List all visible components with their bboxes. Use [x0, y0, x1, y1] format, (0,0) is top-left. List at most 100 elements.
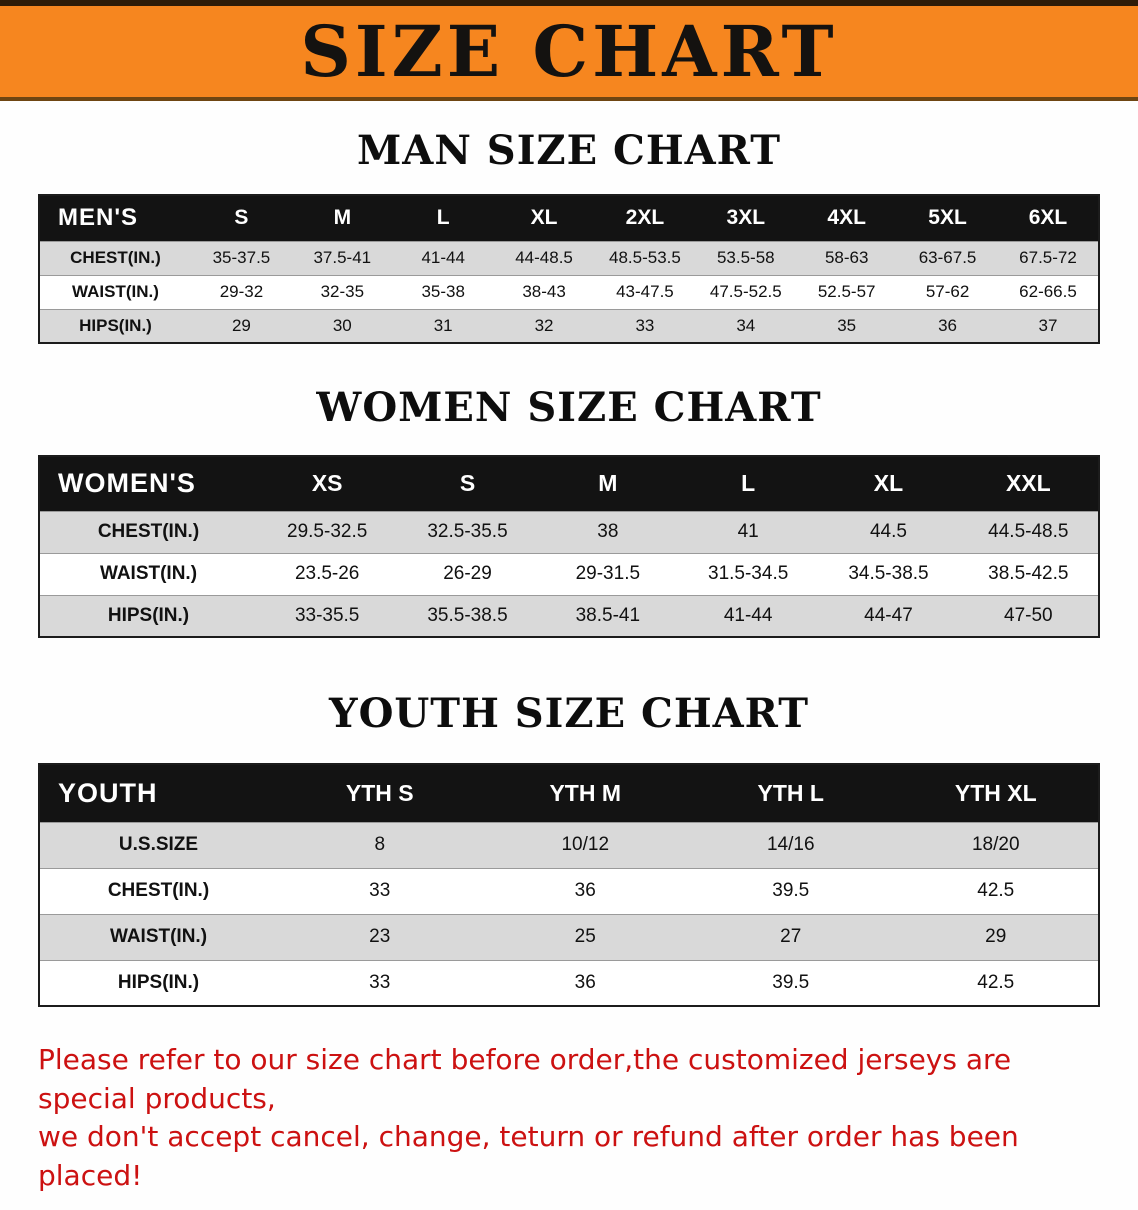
size-value-cell: 41 — [737, 521, 759, 542]
table-corner-label: MEN'S — [39, 195, 191, 241]
size-value-cell: 52.5-57 — [817, 282, 876, 301]
size-value-cell: 30 — [332, 315, 352, 335]
size-value-cell: 38.5-42.5 — [988, 563, 1069, 584]
size-value-cell: 27 — [780, 926, 802, 947]
size-column-header: YTH L — [688, 764, 894, 822]
table-row: WAIST(IN.) 29-32 32-35 35-38 38-43 43-47.5 47.… — [39, 275, 1099, 309]
header-row: WOMEN'S XS S M L XL XXL — [39, 456, 1099, 511]
banner: SIZE CHART — [0, 0, 1138, 101]
size-value-cell: 41-44 — [421, 248, 465, 267]
size-value-cell: 33-35.5 — [294, 604, 360, 626]
youth-section-heading: YOUTH SIZE CHART — [329, 690, 809, 737]
measurement-label: CHEST(IN.) — [70, 248, 161, 267]
size-value-cell: 34.5-38.5 — [848, 563, 929, 584]
measurement-label: U.S.SIZE — [118, 834, 199, 855]
size-value-cell: 44.5-48.5 — [988, 521, 1069, 542]
size-column-header: M — [291, 195, 393, 241]
size-value-cell: 31.5-34.5 — [708, 563, 789, 584]
size-column-header: YTH M — [482, 764, 688, 822]
size-value-cell: 36 — [574, 971, 596, 993]
women-section-heading: WOMEN SIZE CHART — [316, 384, 822, 431]
size-value-cell: 14/16 — [766, 834, 815, 855]
size-value-cell: 35 — [837, 315, 857, 335]
size-value-cell: 35-38 — [421, 282, 465, 301]
youth-size-table: YOUTH YTH S YTH M YTH L YTH XL U.S.SIZE 8 10/12… — [38, 763, 1100, 1007]
table-row: U.S.SIZE 8 10/12 14/16 18/20 — [39, 822, 1099, 868]
table-row: HIPS(IN.) 29 30 31 32 33 34 35 36 37 — [39, 309, 1099, 343]
measurement-label: CHEST(IN.) — [107, 880, 210, 901]
size-value-cell: 42.5 — [977, 880, 1015, 901]
measurement-label: WAIST(IN.) — [72, 282, 159, 301]
size-value-cell: 43-47.5 — [616, 282, 674, 301]
size-column-header: XXL — [958, 456, 1099, 511]
table-row: WAIST(IN.) 23.5-26 26-29 29-31.5 31.5-34.5 34… — [39, 553, 1099, 595]
table-row: CHEST(IN.) 35-37.5 37.5-41 41-44 44-48.5 48.5… — [39, 241, 1099, 275]
size-value-cell: 32 — [534, 315, 554, 335]
size-value-cell: 23 — [369, 926, 391, 947]
men-size-section: MAN SIZE CHART MEN'S S M L XL 2XL 3XL 4XL 5XL 6XL… — [0, 127, 1138, 344]
size-value-cell: 37.5-41 — [313, 248, 372, 267]
size-value-cell: 18/20 — [971, 834, 1020, 855]
size-value-cell: 29 — [985, 926, 1007, 947]
size-value-cell: 48.5-53.5 — [609, 248, 681, 267]
measurement-label: CHEST(IN.) — [97, 521, 200, 542]
size-value-cell: 39.5 — [772, 880, 810, 901]
size-value-cell: 32-35 — [320, 282, 365, 301]
youth-size-section: YOUTH SIZE CHART YOUTH YTH S YTH M YTH L YTH… — [0, 690, 1138, 1007]
size-value-cell: 29.5-32.5 — [287, 521, 368, 542]
table-row: CHEST(IN.) 29.5-32.5 32.5-35.5 38 41 44.5 44.5… — [39, 511, 1099, 553]
size-value-cell: 44-47 — [864, 604, 913, 626]
measurement-label: WAIST(IN.) — [109, 926, 208, 947]
size-value-cell: 42.5 — [977, 971, 1015, 993]
size-column-header: XS — [257, 456, 398, 511]
men-size-table: MEN'S S M L XL 2XL 3XL 4XL 5XL 6XL CHEST(IN.) 35-37… — [38, 194, 1100, 344]
men-section-heading: MAN SIZE CHART — [357, 127, 781, 174]
size-column-header: S — [191, 195, 292, 241]
size-value-cell: 38-43 — [522, 282, 566, 301]
size-value-cell: 32.5-35.5 — [427, 521, 508, 542]
size-column-header: 4XL — [796, 195, 898, 241]
size-value-cell: 47-50 — [1004, 604, 1053, 626]
size-value-cell: 67.5-72 — [1019, 248, 1077, 267]
header-row: MEN'S S M L XL 2XL 3XL 4XL 5XL 6XL — [39, 195, 1099, 241]
table-row: HIPS(IN.) 33-35.5 35.5-38.5 38.5-41 41-44 44-… — [39, 595, 1099, 637]
size-value-cell: 33 — [369, 880, 391, 901]
size-column-header: YTH XL — [893, 764, 1099, 822]
size-column-header: L — [392, 195, 494, 241]
size-value-cell: 36 — [938, 315, 958, 335]
measurement-label: HIPS(IN.) — [107, 604, 190, 626]
size-value-cell: 44.5 — [869, 521, 907, 542]
size-value-cell: 33 — [635, 315, 655, 335]
size-value-cell: 53.5-58 — [716, 248, 775, 267]
women-size-section: WOMEN SIZE CHART WOMEN'S XS S M L XL XXL CHEST(… — [0, 384, 1138, 638]
measurement-label: HIPS(IN.) — [79, 315, 152, 335]
table-row: CHEST(IN.) 33 36 39.5 42.5 — [39, 868, 1099, 914]
size-value-cell: 23.5-26 — [294, 563, 360, 584]
size-value-cell: 34 — [736, 315, 756, 335]
size-value-cell: 63-67.5 — [918, 248, 977, 267]
size-column-header: XL — [493, 195, 595, 241]
disclaimer: Please refer to our size chart before or… — [0, 1041, 1138, 1196]
disclaimer-line-1: Please refer to our size chart before or… — [38, 1043, 1012, 1115]
size-value-cell: 25 — [574, 926, 596, 947]
size-value-cell: 44-48.5 — [515, 248, 573, 267]
size-column-header: XL — [818, 456, 959, 511]
size-column-header: 5XL — [897, 195, 998, 241]
measurement-label: WAIST(IN.) — [99, 563, 198, 584]
size-value-cell: 29 — [231, 315, 251, 335]
size-value-cell: 31 — [433, 315, 453, 335]
disclaimer-line-2: we don't accept cancel, change, teturn o… — [38, 1120, 1019, 1192]
women-size-table: WOMEN'S XS S M L XL XXL CHEST(IN.) 29.5-32.5 32.5… — [38, 455, 1100, 638]
size-value-cell: 62-66.5 — [1019, 282, 1077, 301]
size-value-cell: 47.5-52.5 — [709, 282, 782, 301]
size-column-header: 6XL — [998, 195, 1099, 241]
size-value-cell: 8 — [374, 834, 386, 855]
size-column-header: YTH S — [277, 764, 483, 822]
page-title: SIZE CHART — [300, 9, 838, 93]
size-value-cell: 57-62 — [925, 282, 970, 301]
size-value-cell: 29-32 — [219, 282, 264, 301]
size-value-cell: 37 — [1038, 315, 1058, 335]
size-value-cell: 41-44 — [723, 604, 773, 626]
size-value-cell: 36 — [574, 880, 596, 901]
